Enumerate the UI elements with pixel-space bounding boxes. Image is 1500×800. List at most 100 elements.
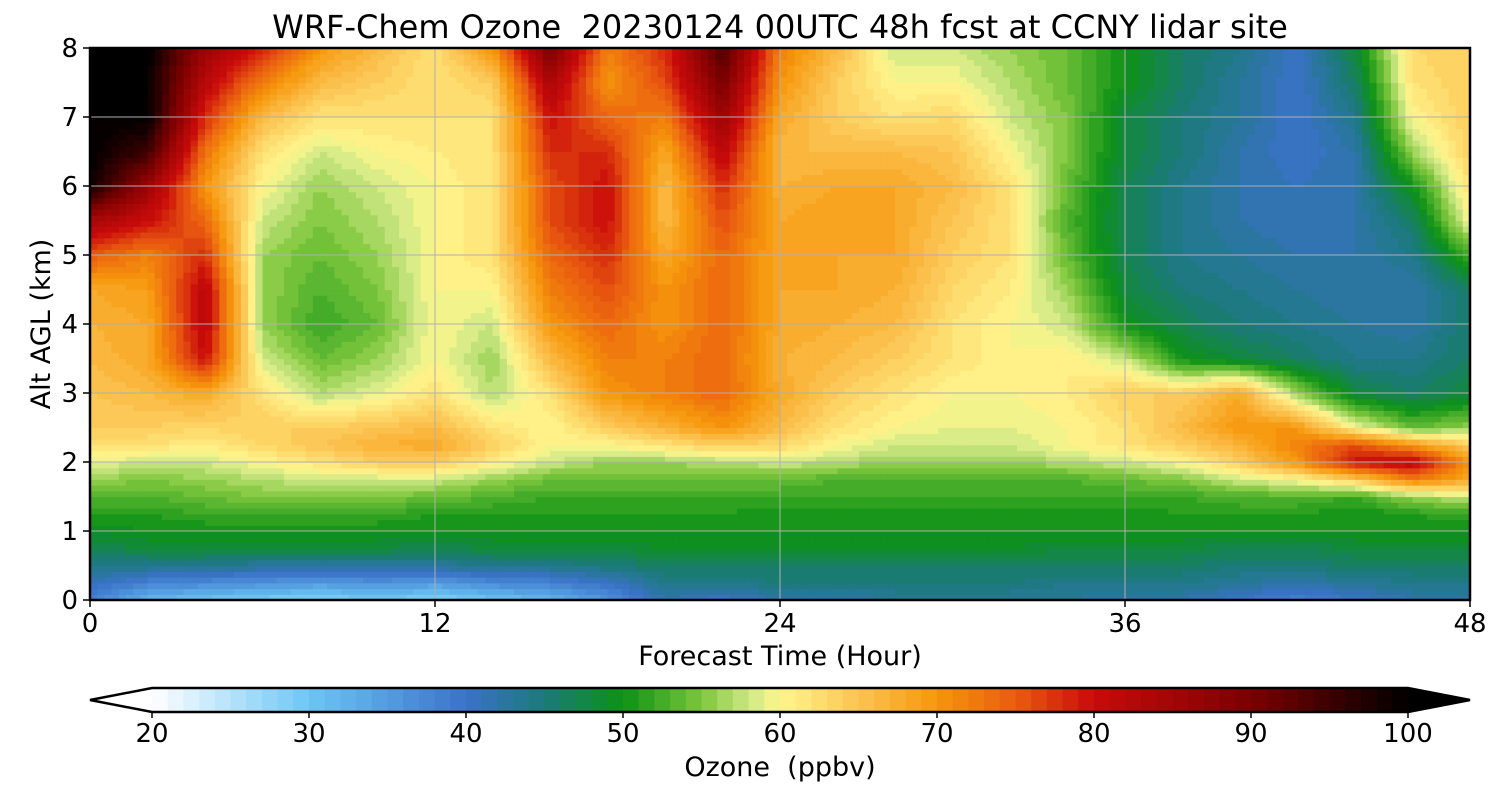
field-cell xyxy=(104,491,112,497)
field-cell xyxy=(1240,577,1248,583)
field-cell xyxy=(687,508,695,514)
field-cell xyxy=(708,514,716,520)
field-cell xyxy=(859,554,867,560)
field-cell xyxy=(974,548,982,554)
field-cell xyxy=(205,497,213,503)
field-cell xyxy=(1039,514,1047,520)
field-cell xyxy=(802,571,810,577)
field-cell xyxy=(1154,583,1162,589)
field-cell xyxy=(521,497,529,503)
field-cell xyxy=(1434,497,1442,503)
field-cell xyxy=(399,520,407,526)
field-cell xyxy=(320,479,328,485)
field-cell xyxy=(1053,543,1061,549)
field-cell xyxy=(651,554,659,560)
field-cell xyxy=(471,566,479,572)
field-cell xyxy=(514,474,522,480)
field-cell xyxy=(1254,560,1262,566)
field-cell xyxy=(1147,537,1155,543)
field-cell xyxy=(1391,560,1399,566)
field-cell xyxy=(658,514,666,520)
field-cell xyxy=(665,554,673,560)
field-cell xyxy=(471,531,479,537)
field-cell xyxy=(112,451,120,457)
field-cell xyxy=(413,543,421,549)
field-cell xyxy=(1283,468,1291,474)
field-cell xyxy=(859,479,867,485)
field-cell xyxy=(1233,560,1241,566)
field-cell xyxy=(514,589,522,595)
field-cell xyxy=(485,577,493,583)
field-cell xyxy=(1369,560,1377,566)
field-cell xyxy=(845,497,853,503)
field-cell xyxy=(1204,537,1212,543)
field-cell xyxy=(924,451,932,457)
field-cell xyxy=(830,554,838,560)
field-cell xyxy=(651,566,659,572)
field-cell xyxy=(1089,543,1097,549)
field-cell xyxy=(1168,502,1176,508)
field-cell xyxy=(1262,537,1270,543)
field-cell xyxy=(988,497,996,503)
field-cell xyxy=(183,531,191,537)
field-cell xyxy=(1103,548,1111,554)
field-cell xyxy=(1132,554,1140,560)
field-cell xyxy=(1190,531,1198,537)
field-cell xyxy=(1190,468,1198,474)
field-cell xyxy=(1420,479,1428,485)
field-cell xyxy=(507,497,515,503)
field-cell xyxy=(227,531,235,537)
field-cell xyxy=(126,485,134,491)
field-cell xyxy=(521,589,529,595)
field-cell xyxy=(636,502,644,508)
field-cell xyxy=(334,497,342,503)
field-cell xyxy=(687,491,695,497)
field-cell xyxy=(938,502,946,508)
field-cell xyxy=(449,589,457,595)
field-cell xyxy=(1147,531,1155,537)
field-cell xyxy=(643,479,651,485)
field-cell xyxy=(97,451,105,457)
field-cell xyxy=(392,577,400,583)
field-cell xyxy=(1082,583,1090,589)
field-cell xyxy=(1269,589,1277,595)
field-cell xyxy=(198,497,206,503)
field-cell xyxy=(1456,502,1464,508)
field-cell xyxy=(1413,548,1421,554)
field-cell xyxy=(205,520,213,526)
field-cell xyxy=(385,571,393,577)
field-cell xyxy=(471,474,479,480)
field-cell xyxy=(586,502,594,508)
field-cell xyxy=(176,468,184,474)
field-cell xyxy=(572,543,580,549)
field-cell xyxy=(852,577,860,583)
field-cell xyxy=(485,479,493,485)
field-cell xyxy=(744,548,752,554)
field-cell xyxy=(1377,560,1385,566)
field-cell xyxy=(191,531,199,537)
field-cell xyxy=(327,479,335,485)
field-cell xyxy=(227,497,235,503)
field-cell xyxy=(823,474,831,480)
field-cell xyxy=(830,497,838,503)
field-cell xyxy=(1326,548,1334,554)
field-cell xyxy=(809,502,817,508)
field-cell xyxy=(981,589,989,595)
field-cell xyxy=(1413,468,1421,474)
field-cell xyxy=(392,508,400,514)
field-cell xyxy=(838,589,846,595)
field-cell xyxy=(1362,577,1370,583)
field-cell xyxy=(679,479,687,485)
field-cell xyxy=(219,577,227,583)
field-cell xyxy=(823,520,831,526)
field-cell xyxy=(636,554,644,560)
field-cell xyxy=(514,531,522,537)
field-cell xyxy=(1233,537,1241,543)
field-cell xyxy=(1319,520,1327,526)
field-cell xyxy=(1118,548,1126,554)
field-cell xyxy=(953,589,961,595)
field-cell xyxy=(155,451,163,457)
field-cell xyxy=(823,583,831,589)
field-cell xyxy=(183,537,191,543)
field-cell xyxy=(1096,497,1104,503)
